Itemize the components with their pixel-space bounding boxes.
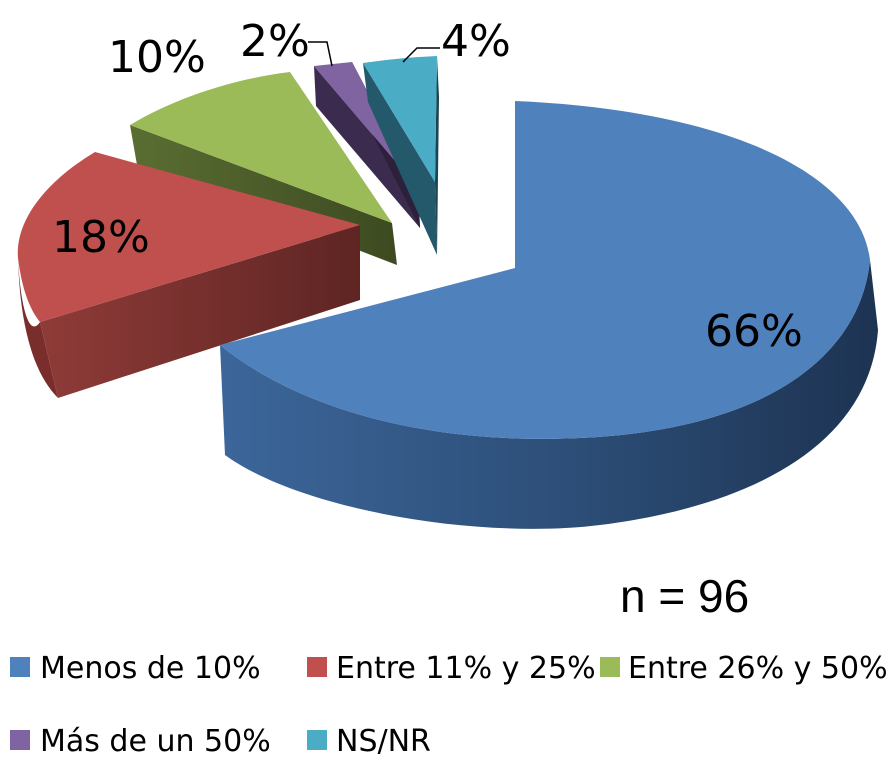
legend-item-mas-de-un-50: Más de un 50% <box>10 724 271 759</box>
legend-label-mas-de-un-50: Más de un 50% <box>40 724 271 759</box>
legend-label-entre-11-y-25: Entre 11% y 25% <box>336 651 596 686</box>
pie-slice-entre-11-y-25 <box>17 152 360 398</box>
sample-size-note: n = 96 <box>620 570 749 622</box>
data-label-entre-11-y-25: 18% <box>52 212 150 263</box>
pie-slice-menos-de-10 <box>220 101 878 529</box>
legend-swatch-entre-11-y-25 <box>307 657 327 677</box>
legend-item-entre-11-y-25: Entre 11% y 25% <box>307 651 596 686</box>
legend-item-menos-de-10: Menos de 10% <box>10 651 261 686</box>
leader-line-4-percent <box>402 47 440 63</box>
pie-slice-ns-nr <box>363 56 439 255</box>
data-label-entre-26-y-50: 10% <box>108 32 206 83</box>
legend-label-ns-nr: NS/NR <box>336 724 431 759</box>
legend-swatch-menos-de-10 <box>10 657 30 677</box>
legend-label-menos-de-10: Menos de 10% <box>40 651 261 686</box>
legend-swatch-entre-26-y-50 <box>600 657 620 677</box>
legend-item-ns-nr: NS/NR <box>307 724 431 759</box>
legend: Menos de 10% Entre 11% y 25% Entre 26% y… <box>10 651 888 759</box>
legend-swatch-mas-de-un-50 <box>10 730 30 750</box>
data-label-mas-de-un-50: 2% <box>240 16 310 67</box>
data-label-ns-nr: 4% <box>441 16 511 67</box>
legend-label-entre-26-y-50: Entre 26% y 50% <box>628 651 888 686</box>
data-label-menos-de-10: 66% <box>705 306 803 357</box>
legend-swatch-ns-nr <box>307 730 327 750</box>
leader-line-2-percent <box>308 41 333 67</box>
legend-item-entre-26-y-50: Entre 26% y 50% <box>600 651 888 686</box>
